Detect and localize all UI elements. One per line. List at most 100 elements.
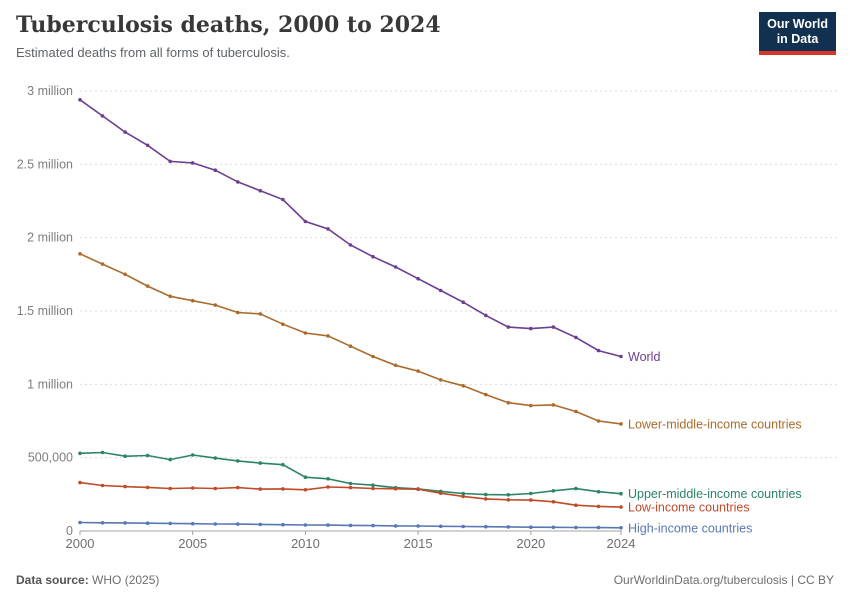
data-point-low-income-countries-2012[interactable] — [348, 485, 353, 490]
data-point-high-income-countries-2002[interactable] — [123, 521, 127, 525]
data-point-low-income-countries-2016[interactable] — [438, 491, 443, 496]
data-point-low-income-countries-2006[interactable] — [213, 486, 218, 491]
data-point-lower-middle-income-countries-2003[interactable] — [145, 284, 150, 288]
series-high-income-countries[interactable]: High-income countries — [78, 520, 754, 537]
data-point-high-income-countries-2018[interactable] — [484, 524, 488, 529]
data-point-lower-middle-income-countries-2016[interactable] — [438, 378, 443, 382]
data-point-low-income-countries-2020[interactable] — [529, 498, 533, 502]
data-point-lower-middle-income-countries-2023[interactable] — [596, 419, 601, 423]
data-point-upper-middle-income-countries-2004[interactable] — [168, 457, 172, 462]
data-point-high-income-countries-2004[interactable] — [168, 521, 172, 526]
data-point-upper-middle-income-countries-2010[interactable] — [303, 475, 308, 480]
data-point-low-income-countries-2011[interactable] — [326, 485, 330, 489]
series-label-upper-middle-income-countries[interactable]: Upper-middle-income countries — [627, 486, 804, 503]
data-point-high-income-countries-2013[interactable] — [371, 523, 375, 528]
data-point-lower-middle-income-countries-2015[interactable] — [416, 369, 420, 373]
data-point-lower-middle-income-countries-2006[interactable] — [213, 303, 218, 307]
data-point-upper-middle-income-countries-2017[interactable] — [461, 491, 466, 496]
series-line-world[interactable] — [79, 99, 622, 358]
data-point-upper-middle-income-countries-2002[interactable] — [123, 454, 127, 459]
data-point-high-income-countries-2010[interactable] — [303, 523, 308, 527]
data-point-lower-middle-income-countries-2022[interactable] — [574, 409, 578, 414]
data-point-world-2020[interactable] — [529, 326, 533, 331]
data-point-world-2007[interactable] — [236, 180, 240, 184]
data-point-lower-middle-income-countries-2010[interactable] — [303, 331, 308, 335]
data-point-high-income-countries-2015[interactable] — [416, 524, 420, 528]
data-point-lower-middle-income-countries-2005[interactable] — [190, 298, 195, 303]
data-point-high-income-countries-2024[interactable] — [619, 526, 623, 530]
data-point-high-income-countries-2009[interactable] — [281, 522, 285, 527]
data-point-world-2017[interactable] — [461, 300, 466, 305]
data-point-lower-middle-income-countries-2018[interactable] — [484, 392, 488, 397]
data-point-lower-middle-income-countries-2020[interactable] — [529, 403, 533, 408]
data-point-world-2003[interactable] — [145, 143, 150, 148]
data-point-low-income-countries-2010[interactable] — [303, 488, 308, 492]
data-point-low-income-countries-2021[interactable] — [551, 500, 556, 504]
data-point-world-2010[interactable] — [303, 219, 308, 224]
data-point-world-2004[interactable] — [168, 159, 172, 164]
series-low-income-countries[interactable]: Low-income countries — [78, 480, 752, 516]
data-point-lower-middle-income-countries-2001[interactable] — [100, 262, 105, 266]
data-point-upper-middle-income-countries-2007[interactable] — [236, 459, 240, 463]
data-point-lower-middle-income-countries-2008[interactable] — [258, 312, 263, 316]
data-point-upper-middle-income-countries-2003[interactable] — [145, 453, 150, 458]
data-point-low-income-countries-2019[interactable] — [506, 498, 511, 502]
data-point-lower-middle-income-countries-2011[interactable] — [326, 334, 330, 338]
series-label-world[interactable]: World — [627, 349, 662, 366]
data-point-world-2018[interactable] — [484, 313, 488, 318]
data-point-low-income-countries-2001[interactable] — [100, 483, 105, 488]
data-point-high-income-countries-2012[interactable] — [348, 523, 353, 528]
series-line-lower-middle-income-countries[interactable] — [79, 253, 622, 425]
data-point-upper-middle-income-countries-2020[interactable] — [529, 491, 533, 496]
data-point-upper-middle-income-countries-2011[interactable] — [326, 477, 330, 481]
data-point-low-income-countries-2004[interactable] — [168, 486, 172, 491]
data-point-upper-middle-income-countries-2001[interactable] — [100, 450, 105, 455]
series-upper-middle-income-countries[interactable]: Upper-middle-income countries — [78, 450, 804, 503]
data-point-high-income-countries-2017[interactable] — [461, 524, 466, 529]
series-lower-middle-income-countries[interactable]: Lower-middle-income countries — [78, 252, 803, 433]
data-point-upper-middle-income-countries-2023[interactable] — [596, 489, 601, 494]
data-point-high-income-countries-2021[interactable] — [551, 525, 556, 530]
data-point-high-income-countries-2020[interactable] — [529, 525, 533, 529]
data-point-lower-middle-income-countries-2017[interactable] — [461, 384, 466, 388]
data-point-world-2013[interactable] — [371, 254, 375, 259]
data-point-lower-middle-income-countries-2019[interactable] — [506, 400, 511, 405]
data-point-world-2021[interactable] — [551, 325, 556, 329]
data-point-low-income-countries-2013[interactable] — [371, 486, 375, 491]
data-point-low-income-countries-2014[interactable] — [393, 487, 398, 491]
data-point-lower-middle-income-countries-2021[interactable] — [551, 403, 556, 407]
data-point-low-income-countries-2007[interactable] — [236, 485, 240, 490]
data-point-high-income-countries-2005[interactable] — [190, 521, 195, 526]
data-point-world-2009[interactable] — [281, 197, 285, 202]
data-point-low-income-countries-2024[interactable] — [619, 505, 623, 509]
data-point-low-income-countries-2000[interactable] — [78, 480, 82, 485]
data-point-upper-middle-income-countries-2006[interactable] — [213, 456, 218, 460]
series-label-low-income-countries[interactable]: Low-income countries — [627, 499, 752, 516]
data-point-low-income-countries-2022[interactable] — [574, 503, 578, 508]
data-point-low-income-countries-2018[interactable] — [484, 497, 488, 501]
data-point-lower-middle-income-countries-2012[interactable] — [348, 344, 353, 349]
data-point-world-2019[interactable] — [506, 325, 511, 329]
data-point-world-2022[interactable] — [574, 335, 578, 340]
data-point-lower-middle-income-countries-2014[interactable] — [393, 363, 398, 368]
data-point-world-2015[interactable] — [416, 276, 420, 281]
data-point-high-income-countries-2000[interactable] — [78, 520, 82, 525]
data-point-lower-middle-income-countries-2002[interactable] — [123, 272, 127, 277]
data-point-high-income-countries-2023[interactable] — [596, 525, 601, 530]
data-point-world-2014[interactable] — [393, 265, 398, 269]
data-point-high-income-countries-2008[interactable] — [258, 522, 263, 527]
data-point-upper-middle-income-countries-2021[interactable] — [551, 489, 556, 493]
data-point-low-income-countries-2002[interactable] — [123, 484, 127, 489]
data-point-low-income-countries-2008[interactable] — [258, 487, 263, 491]
data-point-world-2006[interactable] — [213, 168, 218, 172]
data-point-low-income-countries-2003[interactable] — [145, 485, 150, 490]
data-point-upper-middle-income-countries-2012[interactable] — [348, 481, 353, 486]
series-label-high-income-countries[interactable]: High-income countries — [627, 520, 754, 537]
data-point-world-2024[interactable] — [619, 354, 623, 359]
data-point-high-income-countries-2016[interactable] — [438, 524, 443, 529]
data-point-upper-middle-income-countries-2000[interactable] — [78, 451, 82, 456]
credit-link[interactable]: OurWorldinData.org/tuberculosis | CC BY — [613, 573, 834, 587]
data-point-world-2005[interactable] — [190, 161, 195, 165]
data-point-low-income-countries-2005[interactable] — [190, 486, 195, 490]
data-point-high-income-countries-2007[interactable] — [236, 522, 240, 526]
